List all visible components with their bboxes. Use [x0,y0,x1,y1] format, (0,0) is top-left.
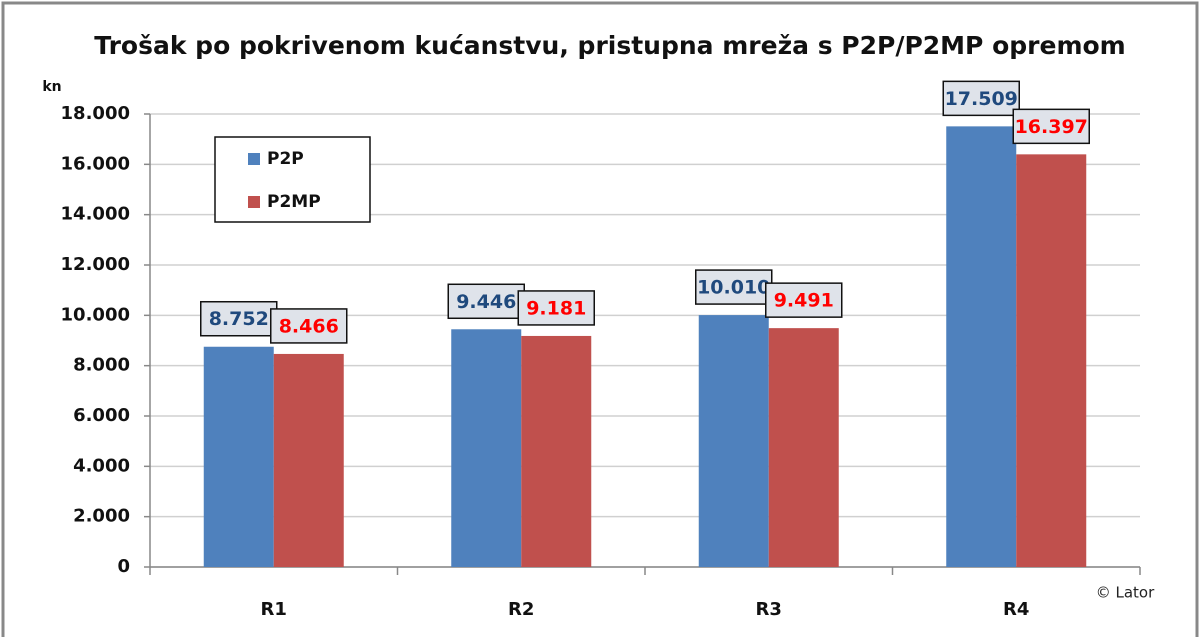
y-tick-label: 4.000 [73,455,130,476]
legend-label: P2MP [267,192,321,212]
legend-box [214,136,371,223]
bar [521,335,592,567]
x-tick-label: R3 [756,599,782,620]
value-label-box [765,282,843,318]
value-label: 8.752 [209,308,269,330]
value-label-box [1012,108,1090,145]
y-tick-label: 2.000 [73,506,130,527]
legend-label: P2P [267,149,304,169]
y-tick-label: 12.000 [61,254,130,275]
x-tick-label: R2 [508,599,534,620]
value-label: 9.446 [456,291,516,313]
value-label-box [695,269,773,305]
value-label-box [942,80,1020,117]
bar [698,315,769,567]
value-label-box [447,283,525,320]
value-label: 16.397 [1015,116,1088,138]
value-label: 9.491 [774,290,834,312]
legend-swatch [248,196,260,208]
value-label: 9.181 [526,297,586,319]
y-tick-label: 0 [117,556,130,577]
chart-title: Trošak po pokrivenom kućanstvu, pristupn… [94,31,1125,60]
value-label-box [270,308,348,344]
y-tick-label: 14.000 [61,204,130,225]
y-tick-label: 6.000 [73,405,130,426]
bar [273,353,344,567]
value-label-box [200,300,278,337]
bar [768,328,839,567]
bar [203,346,274,567]
legend-swatch [248,153,260,165]
y-tick-label: 18.000 [61,103,130,124]
y-tick-label: 8.000 [73,355,130,376]
bar [451,329,522,567]
value-label: 10.010 [697,277,770,299]
bar [946,126,1017,567]
value-label-box [517,290,595,326]
annotation: © Lator [1096,584,1155,602]
value-label: 8.466 [279,315,339,337]
y-tick-label: 16.000 [61,153,130,174]
bar [1016,154,1087,567]
x-tick-label: R1 [261,599,287,620]
y-tick-label: 10.000 [61,304,130,325]
y-axis-label: kn [42,79,61,95]
value-label: 17.509 [945,88,1018,110]
x-tick-label: R4 [1003,599,1029,620]
